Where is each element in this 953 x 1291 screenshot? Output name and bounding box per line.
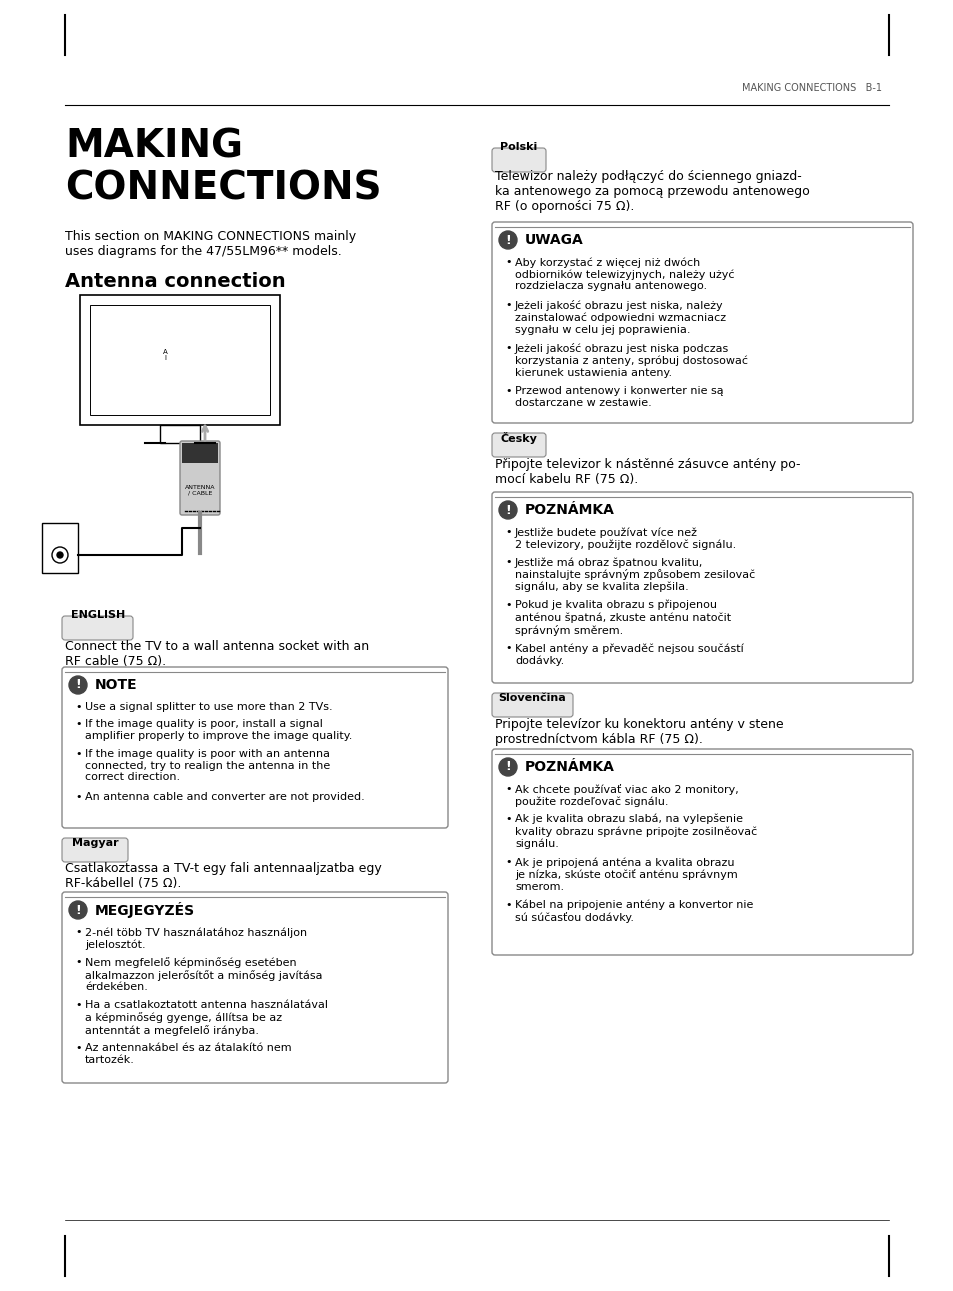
Text: !: !: [75, 904, 81, 917]
Text: Připojte televizor k nástěnné zásuvce antény po-
mocí kabelu RF (75 Ω).: Připojte televizor k nástěnné zásuvce an…: [495, 458, 800, 485]
Text: 2-nél több TV használatához használjon
jelelosztót.: 2-nél több TV használatához használjon j…: [85, 927, 307, 950]
FancyBboxPatch shape: [492, 693, 573, 717]
Text: Ak je pripojená anténa a kvalita obrazu
je nízka, skúste otočiť anténu správnym
: Ak je pripojená anténa a kvalita obrazu …: [515, 857, 737, 892]
Text: Ak je kvalita obrazu slabá, na vylepšenie
kvality obrazu správne pripojte zosiln: Ak je kvalita obrazu slabá, na vylepšeni…: [515, 815, 757, 849]
Text: Connect the TV to a wall antenna socket with an
RF cable (75 Ω).: Connect the TV to a wall antenna socket …: [65, 640, 369, 667]
Text: MAKING: MAKING: [65, 128, 243, 167]
FancyBboxPatch shape: [62, 892, 448, 1083]
Text: •: •: [504, 815, 511, 824]
Text: •: •: [75, 719, 81, 729]
Text: !: !: [75, 679, 81, 692]
Circle shape: [498, 231, 517, 249]
FancyBboxPatch shape: [182, 443, 218, 463]
Text: •: •: [504, 527, 511, 537]
FancyBboxPatch shape: [42, 523, 78, 573]
Text: Aby korzystać z więcej niż dwóch
odbiorników telewizyjnych, należy użyć
rozdziel: Aby korzystać z więcej niż dwóch odbiorn…: [515, 257, 734, 292]
Text: !: !: [504, 503, 511, 516]
FancyBboxPatch shape: [492, 432, 545, 457]
FancyBboxPatch shape: [492, 222, 912, 423]
Text: Jestliže má obraz špatnou kvalitu,
nainstalujte správným způsobem zesilovač
sign: Jestliže má obraz špatnou kvalitu, nains…: [515, 556, 755, 593]
Text: •: •: [75, 791, 81, 802]
Text: !: !: [504, 760, 511, 773]
Text: !: !: [504, 234, 511, 247]
FancyBboxPatch shape: [80, 296, 280, 425]
Text: Przewod antenowy i konwerter nie są
dostarczane w zestawie.: Przewod antenowy i konwerter nie są dost…: [515, 386, 723, 408]
Text: •: •: [504, 784, 511, 794]
Text: Telewizor należy podłączyć do ściennego gniazd-
ka antenowego za pomocą przewodu: Telewizor należy podłączyć do ściennego …: [495, 170, 809, 213]
Text: ANTENNA
/ CABLE: ANTENNA / CABLE: [185, 484, 215, 496]
Text: Az antennakábel és az átalakító nem
tartozék.: Az antennakábel és az átalakító nem tart…: [85, 1043, 292, 1065]
Text: CONNECTIONS: CONNECTIONS: [65, 170, 381, 208]
Text: •: •: [504, 257, 511, 267]
Text: •: •: [75, 1001, 81, 1010]
Text: Česky: Česky: [500, 432, 537, 444]
Text: •: •: [75, 957, 81, 967]
Text: Ak chcete používať viac ako 2 monitory,
použite rozdeľovač signálu.: Ak chcete používať viac ako 2 monitory, …: [515, 784, 738, 807]
Text: •: •: [504, 857, 511, 868]
Text: POZNÁMKA: POZNÁMKA: [524, 760, 615, 775]
Circle shape: [69, 901, 87, 919]
Text: ENGLISH: ENGLISH: [71, 611, 125, 620]
Text: Nem megfelelő képminőség esetében
alkalmazzon jelerősítőt a minőség javítása
érd: Nem megfelelő képminőség esetében alkalm…: [85, 957, 322, 993]
Text: Jeżeli jakość obrazu jest niska podczas
korzystania z anteny, spróbuj dostosować: Jeżeli jakość obrazu jest niska podczas …: [515, 343, 747, 378]
FancyBboxPatch shape: [180, 442, 220, 515]
Text: •: •: [504, 643, 511, 653]
Text: •: •: [504, 556, 511, 567]
Text: If the image quality is poor with an antenna
connected, try to realign the anten: If the image quality is poor with an ant…: [85, 749, 330, 782]
FancyBboxPatch shape: [62, 838, 128, 862]
Text: •: •: [75, 1043, 81, 1053]
Circle shape: [498, 501, 517, 519]
FancyBboxPatch shape: [492, 492, 912, 683]
Text: This section on MAKING CONNECTIONS mainly
uses diagrams for the 47/55LM96** mode: This section on MAKING CONNECTIONS mainl…: [65, 230, 355, 258]
Text: •: •: [504, 386, 511, 396]
Text: Kábel na pripojenie antény a konvertor nie
sú súčasťou dodávky.: Kábel na pripojenie antény a konvertor n…: [515, 900, 753, 923]
FancyBboxPatch shape: [62, 667, 448, 828]
Text: Slovenčina: Slovenčina: [497, 693, 565, 704]
Text: Polski: Polski: [500, 142, 537, 152]
Text: Use a signal splitter to use more than 2 TVs.: Use a signal splitter to use more than 2…: [85, 702, 333, 713]
Text: •: •: [504, 900, 511, 910]
Text: •: •: [504, 600, 511, 611]
Text: •: •: [75, 927, 81, 937]
Text: A
I: A I: [162, 349, 167, 361]
FancyBboxPatch shape: [62, 616, 132, 640]
Circle shape: [498, 758, 517, 776]
Text: NOTE: NOTE: [95, 678, 137, 692]
Text: Jestliže budete používat více než
2 televizory, použijte rozdělovč signálu.: Jestliže budete používat více než 2 tele…: [515, 527, 736, 550]
Text: If the image quality is poor, install a signal
amplifier properly to improve the: If the image quality is poor, install a …: [85, 719, 352, 741]
FancyBboxPatch shape: [90, 305, 270, 414]
Text: MEGJEGYZÉS: MEGJEGYZÉS: [95, 902, 195, 918]
Text: Ha a csatlakoztatott antenna használatával
a képminőség gyenge, állítsa be az
an: Ha a csatlakoztatott antenna használatáv…: [85, 1001, 328, 1035]
Text: Jeżeli jakość obrazu jest niska, należy
zainstalować odpowiedni wzmacniacz
sygna: Jeżeli jakość obrazu jest niska, należy …: [515, 300, 725, 334]
Text: Pokud je kvalita obrazu s připojenou
anténou špatná, zkuste anténu natočit
správ: Pokud je kvalita obrazu s připojenou ant…: [515, 600, 730, 635]
Text: POZNÁMKA: POZNÁMKA: [524, 503, 615, 516]
FancyBboxPatch shape: [160, 425, 200, 443]
Text: •: •: [75, 702, 81, 713]
Text: •: •: [504, 300, 511, 310]
FancyBboxPatch shape: [492, 749, 912, 955]
Text: Antenna connection: Antenna connection: [65, 272, 285, 290]
Text: MAKING CONNECTIONS   B-1: MAKING CONNECTIONS B-1: [741, 83, 882, 93]
Text: Kabel antény a převaděč nejsou součástí
dodávky.: Kabel antény a převaděč nejsou součástí …: [515, 643, 743, 666]
FancyBboxPatch shape: [492, 148, 545, 172]
Text: An antenna cable and converter are not provided.: An antenna cable and converter are not p…: [85, 791, 364, 802]
Circle shape: [57, 553, 63, 558]
Text: •: •: [504, 343, 511, 352]
Text: Magyar: Magyar: [71, 838, 118, 848]
Text: Csatlakoztassa a TV-t egy fali antennaaljzatba egy
RF-kábellel (75 Ω).: Csatlakoztassa a TV-t egy fali antennaal…: [65, 862, 381, 889]
Text: Pripojte televízor ku konektoru antény v stene
prostredníctvom kábla RF (75 Ω).: Pripojte televízor ku konektoru antény v…: [495, 718, 782, 746]
Text: •: •: [75, 749, 81, 759]
Text: UWAGA: UWAGA: [524, 232, 583, 247]
Circle shape: [69, 676, 87, 695]
